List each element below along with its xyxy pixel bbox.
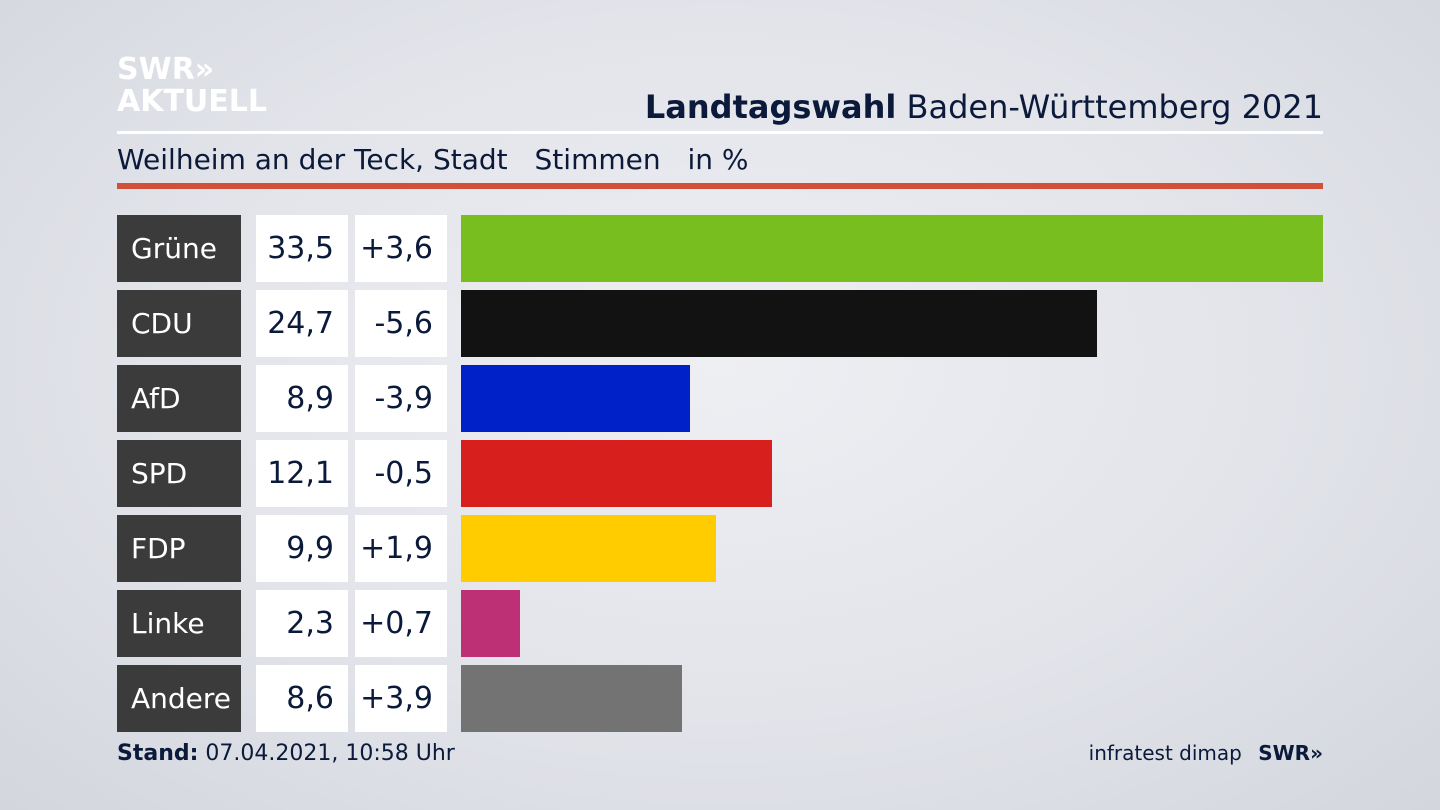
- subtitle-place: Weilheim an der Teck, Stadt: [117, 143, 508, 176]
- change-label: +3,9: [355, 665, 447, 732]
- change-label: +3,6: [355, 215, 447, 282]
- value-label: 2,3: [256, 590, 348, 657]
- bar: [461, 590, 520, 657]
- bar: [461, 290, 1097, 357]
- chart-row: Grüne 33,5 +3,6: [117, 215, 1323, 282]
- source-label: infratest dimap: [1088, 741, 1242, 765]
- value-label: 12,1: [256, 440, 348, 507]
- title-divider: [117, 131, 1323, 134]
- bar: [461, 515, 716, 582]
- value-label: 33,5: [256, 215, 348, 282]
- value-label: 8,9: [256, 365, 348, 432]
- chart-row: SPD 12,1 -0,5: [117, 440, 1323, 507]
- subtitle: Weilheim an der Teck, Stadt Stimmen in %: [117, 143, 767, 176]
- stand-value: 07.04.2021, 10:58 Uhr: [205, 741, 455, 766]
- change-label: -3,9: [355, 365, 447, 432]
- bar: [461, 365, 690, 432]
- swr-aktuell-logo: SWR» AKTUELL: [117, 55, 267, 117]
- change-label: +0,7: [355, 590, 447, 657]
- chart-row: AfD 8,9 -3,9: [117, 365, 1323, 432]
- value-label: 9,9: [256, 515, 348, 582]
- logo-line-2: AKTUELL: [117, 84, 268, 119]
- change-label: -0,5: [355, 440, 447, 507]
- party-label: AfD: [117, 365, 241, 432]
- bar: [461, 440, 772, 507]
- subtitle-divider: [117, 183, 1323, 189]
- value-label: 8,6: [256, 665, 348, 732]
- chart-row: CDU 24,7 -5,6: [117, 290, 1323, 357]
- change-label: +1,9: [355, 515, 447, 582]
- subtitle-measure: Stimmen: [534, 143, 661, 176]
- timestamp: Stand: 07.04.2021, 10:58 Uhr: [117, 741, 455, 766]
- party-label: Grüne: [117, 215, 241, 282]
- change-label: -5,6: [355, 290, 447, 357]
- chart-row: FDP 9,9 +1,9: [117, 515, 1323, 582]
- bar: [461, 215, 1323, 282]
- title-bold: Landtagswahl: [644, 88, 897, 126]
- source-credit: infratest dimap SWR»: [1089, 741, 1323, 765]
- party-label: Andere: [117, 665, 241, 732]
- logo-line-1: SWR»: [117, 52, 215, 87]
- value-label: 24,7: [256, 290, 348, 357]
- title-rest: Baden-Württemberg 2021: [906, 88, 1324, 126]
- swr-brand-logo: SWR»: [1258, 741, 1323, 765]
- chart-row: Linke 2,3 +0,7: [117, 590, 1323, 657]
- bar: [461, 665, 682, 732]
- page-title: Landtagswahl Baden-Württemberg 2021: [645, 88, 1323, 126]
- party-label: FDP: [117, 515, 241, 582]
- chart-row: Andere 8,6 +3,9: [117, 665, 1323, 732]
- party-label: CDU: [117, 290, 241, 357]
- subtitle-unit: in %: [687, 143, 749, 176]
- stand-label: Stand:: [117, 741, 199, 766]
- party-label: SPD: [117, 440, 241, 507]
- party-label: Linke: [117, 590, 241, 657]
